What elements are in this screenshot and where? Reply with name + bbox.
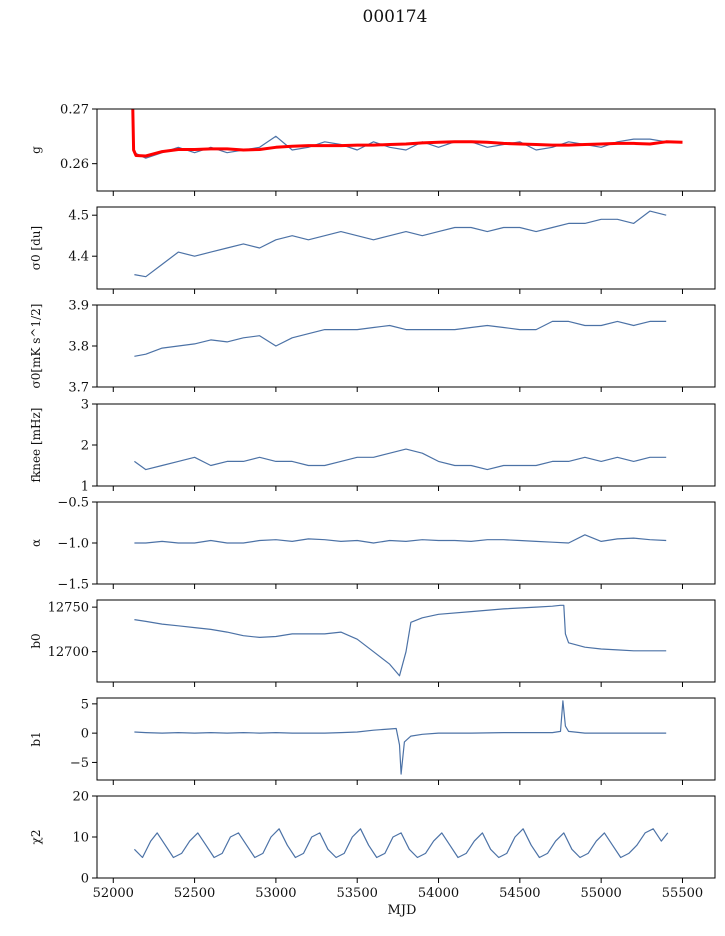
x-tick-label: 54000 — [418, 886, 459, 901]
panel-8: 0 10 20 52000 52500 53000 53500 54000 54500 55000… — [29, 790, 716, 918]
y-tick-label: 20 — [72, 790, 89, 805]
figure-title: 000174 — [363, 7, 428, 27]
y-tick-label: 3 — [81, 398, 89, 413]
x-axis-label: MJD — [388, 903, 417, 918]
data-series-line — [134, 320, 667, 357]
x-tick-label: 53000 — [255, 886, 296, 901]
y-tick-label: 0.27 — [60, 103, 89, 118]
axes-frame — [96, 108, 716, 192]
y-tick-label: 4.5 — [68, 209, 89, 224]
axes-frame — [96, 206, 716, 290]
y-tick-label: −1.0 — [57, 537, 89, 552]
x-tick-label: 55500 — [662, 886, 703, 901]
y-tick-label: 3.9 — [68, 299, 89, 314]
y-tick-label: 3.7 — [68, 381, 89, 396]
panel-4: 1 2 3 fknee [mHz] — [29, 398, 716, 495]
y-tick-label: 1 — [81, 480, 89, 495]
x-tick-label: 54500 — [499, 886, 540, 901]
y-tick-label: 12700 — [48, 645, 89, 660]
y-tick-label: 0 — [81, 727, 89, 742]
y-axis-label: b1 — [29, 731, 43, 746]
y-tick-label: 5 — [81, 697, 89, 712]
axes-frame — [96, 697, 716, 781]
panel-3: 3.7 3.8 3.9 σ0[mK s^1/2] — [29, 299, 716, 396]
x-tick-label: 52500 — [174, 886, 215, 901]
data-series-line — [134, 135, 667, 159]
x-tick-label: 52000 — [93, 886, 134, 901]
data-series-line — [133, 828, 669, 859]
y-axis-label: σ0[mK s^1/2] — [29, 304, 43, 389]
y-axis-label: α — [29, 539, 43, 547]
y-axis-label: fknee [mHz] — [29, 408, 43, 483]
data-series-line — [134, 604, 667, 677]
y-axis-label: χ2 — [29, 830, 43, 845]
y-axis-label: g — [29, 146, 43, 154]
y-tick-label: −1.5 — [57, 578, 89, 593]
y-tick-label: 12750 — [48, 601, 89, 616]
panel-6: 12700 12750 b0 — [29, 599, 716, 687]
panels: 0.26 0.27 g 4.4 4.5 σ0 [du] 3.7 3.8 3.9 σ0[mK s^1… — [29, 103, 716, 918]
panel-2: 4.4 4.5 σ0 [du] — [29, 206, 716, 294]
y-axis-label: b0 — [29, 633, 43, 648]
y-tick-label: 3.8 — [68, 340, 89, 355]
data-series-line — [134, 210, 667, 278]
y-tick-label: −5 — [70, 756, 89, 771]
panel-5: −1.5 −1.0 −0.5 α — [29, 496, 716, 593]
y-axis-label: σ0 [du] — [29, 226, 43, 270]
panel-7: −5 0 5 b1 — [29, 697, 716, 785]
fit-series-line — [131, 108, 683, 158]
y-tick-label: 4.4 — [68, 250, 89, 265]
y-tick-label: 10 — [72, 831, 89, 846]
y-tick-label: 0.26 — [60, 157, 89, 172]
y-tick-label: −0.5 — [57, 496, 89, 511]
data-series-line — [134, 534, 667, 544]
y-tick-label: 2 — [81, 439, 89, 454]
axes-frame — [96, 599, 716, 683]
data-series-line — [134, 700, 667, 775]
axes-frame — [96, 403, 716, 487]
x-tick-label: 53500 — [337, 886, 378, 901]
data-series-line — [134, 448, 667, 471]
x-tick-label: 55000 — [580, 886, 621, 901]
axes-frame — [96, 795, 716, 879]
axes-frame — [96, 304, 716, 388]
y-tick-label: 0 — [81, 872, 89, 887]
panel-1: 0.26 0.27 g — [29, 103, 716, 196]
